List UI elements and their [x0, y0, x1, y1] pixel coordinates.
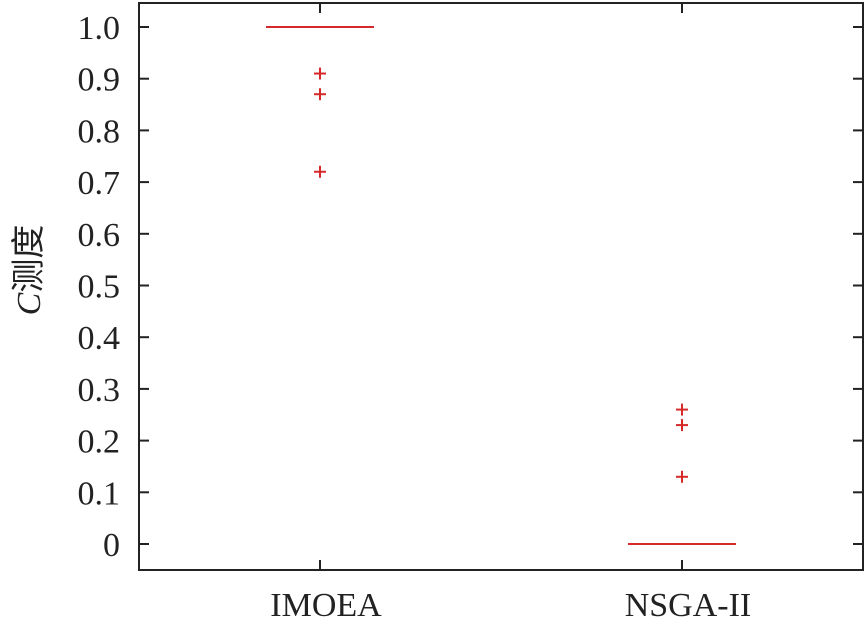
- outlier-marker: [314, 165, 326, 178]
- y-tick-label: 0.8: [78, 113, 121, 150]
- plot-frame: [138, 2, 864, 571]
- y-axis-title: C测度: [10, 225, 48, 316]
- x-axis-ticks: IMOEA NSGA-II: [270, 3, 751, 624]
- outlier-marker: [676, 419, 688, 432]
- y-tick-label: 0.9: [78, 62, 121, 99]
- y-tick-label: 1.0: [78, 10, 121, 47]
- y-tick-label: 0.1: [78, 475, 121, 512]
- y-axis-title-rest: 测度: [10, 225, 48, 293]
- outlier-marker: [676, 470, 688, 483]
- y-axis-title-italic: C: [11, 292, 48, 315]
- y-axis-ticks: 0 0.1 0.2 0.3 0.4 0.5 0.6 0.7 0.8 0.9 1.0: [78, 10, 863, 564]
- outlier-marker: [314, 67, 326, 80]
- outlier-marker: [314, 88, 326, 101]
- y-tick-label: 0.3: [78, 372, 121, 409]
- y-tick-label: 0.6: [78, 217, 121, 254]
- y-tick-label: 0.5: [78, 269, 121, 306]
- x-tick-label: IMOEA: [270, 587, 382, 624]
- x-tick-label: NSGA-II: [625, 587, 752, 624]
- outlier-marker: [676, 403, 688, 416]
- y-tick-label: 0: [103, 527, 120, 564]
- chart-marks: [266, 26, 736, 545]
- y-tick-label: 0.4: [78, 320, 121, 357]
- y-tick-label: 0.7: [78, 165, 121, 202]
- y-tick-label: 0.2: [78, 424, 121, 461]
